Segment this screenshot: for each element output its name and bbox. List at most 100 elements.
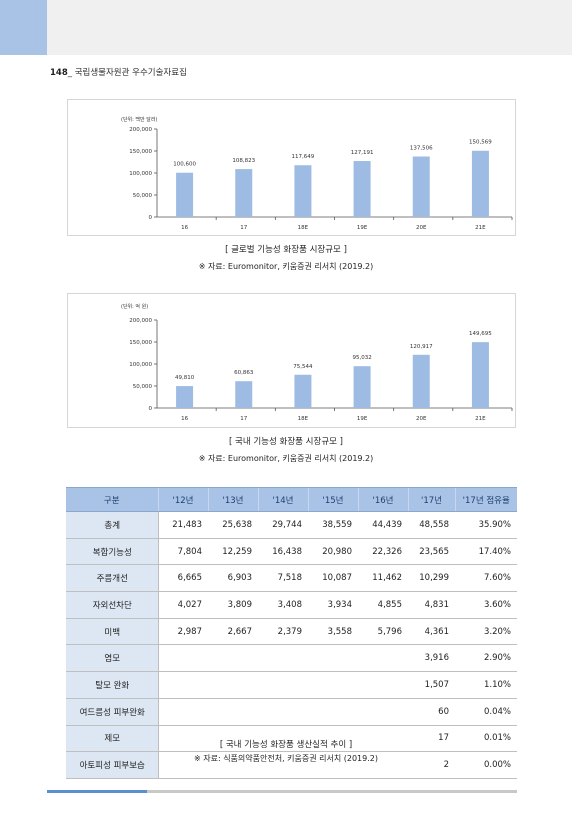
bar: [471, 150, 489, 217]
bar-value-label: 60,863: [234, 370, 254, 376]
table-cell: [308, 725, 358, 753]
x-tick-label: 18E: [298, 225, 309, 231]
table-cell: 3,809: [208, 591, 258, 619]
table-cell: [158, 698, 208, 726]
book-title: _ 국립생물자원관 우수기술자료집: [67, 68, 187, 78]
row-label: 아토피성 피부보습: [66, 751, 159, 779]
x-tick-label: 19E: [357, 225, 368, 231]
global-chart-caption: [ 글로벌 기능성 화장품 시장규모 ]: [225, 245, 347, 255]
footer-accent: [47, 790, 147, 793]
domestic-chart-caption: [ 국내 기능성 화장품 시장규모 ]: [229, 437, 343, 447]
table-cell: [308, 698, 358, 726]
domestic-market-chart: (단위: 억 원) 0 50,000 100,000 150,000 200,000 49…: [67, 293, 516, 428]
table-cell: [208, 671, 258, 699]
bar: [353, 161, 371, 217]
table-cell: [158, 751, 208, 779]
table-cell: [258, 725, 308, 753]
table-cell: 3,558: [308, 618, 358, 646]
y-tick-label: 150,000: [129, 149, 152, 155]
table-cell: 4,855: [358, 591, 408, 619]
global-market-chart-svg: (단위: 백만 달러) 0 50,000 100,000 150,000 200,000…: [121, 116, 513, 231]
table-cell: [258, 671, 308, 699]
x-tick-label: 20E: [416, 416, 427, 422]
chart-unit-label: (단위: 백만 달러): [121, 116, 157, 123]
table-header-cell: '13년: [207, 487, 258, 512]
table-cell: [258, 751, 308, 779]
table-cell: 0.01%: [455, 725, 517, 753]
table-cell: 16,438: [258, 538, 308, 566]
x-tick-label: 17: [240, 416, 247, 422]
table-cell: 3,916: [408, 644, 455, 673]
x-tick-label: 16: [181, 225, 188, 231]
x-tick-label: 18E: [298, 416, 309, 422]
table-cell: 3,934: [308, 591, 358, 619]
bar-value-label: 120,917: [410, 344, 433, 350]
table-cell: [158, 725, 208, 753]
table-cell: 17.40%: [455, 538, 517, 566]
y-tick-label: 150,000: [129, 340, 152, 346]
table-cell: [208, 644, 258, 673]
table-row: 총계 21,483 25,638 29,744 38,559 44,439 48,558 35…: [66, 511, 517, 539]
table-cell: [308, 644, 358, 673]
table-row: 탈모 완화 1,507 1.10%: [66, 671, 517, 699]
y-tick-label: 0: [149, 406, 153, 412]
table-cell: 29,744: [258, 511, 308, 539]
table-cell: 3.20%: [455, 618, 517, 646]
table-row: 여드름성 피부완화 60 0.04%: [66, 698, 517, 726]
table-row: 미백 2,987 2,667 2,379 3,558 5,796 4,361 3.20%: [66, 618, 517, 646]
footer-line: [47, 790, 517, 793]
header-tab: [0, 0, 47, 55]
table-cell: 60: [408, 698, 455, 726]
table-row: 염모 3,916 2.90%: [66, 644, 517, 673]
row-label: 탈모 완화: [66, 671, 159, 699]
table-cell: [208, 698, 258, 726]
bar-value-label: 49,810: [175, 375, 195, 381]
bar: [471, 342, 489, 408]
table-cell: 3,408: [258, 591, 308, 619]
bar: [176, 172, 194, 217]
table-cell: [358, 698, 408, 726]
table-cell: 7,518: [258, 564, 308, 593]
row-label: 자외선차단: [66, 591, 159, 619]
table-header-cell: '14년: [257, 487, 308, 512]
table-cell: [358, 751, 408, 779]
row-label: 여드름성 피부완화: [66, 698, 159, 726]
table-cell: 4,361: [408, 618, 455, 646]
table-header-cell: '16년: [357, 487, 408, 512]
y-tick-label: 200,000: [129, 318, 152, 324]
table-cell: 6,665: [158, 564, 208, 593]
bar: [353, 366, 371, 408]
table-cell: 2,667: [208, 618, 258, 646]
table-cell: 1,507: [408, 671, 455, 699]
table-cell: 4,831: [408, 591, 455, 619]
bar: [176, 386, 194, 408]
bar: [412, 156, 430, 217]
table-header-cell: '17년: [407, 487, 455, 512]
page-header: 148_ 국립생물자원관 우수기술자료집: [50, 66, 187, 78]
bar: [294, 374, 312, 408]
y-tick-label: 0: [149, 215, 153, 221]
table-header-cell: '15년: [307, 487, 358, 512]
bar-value-label: 137,506: [410, 145, 433, 151]
row-label: 복합기능성: [66, 538, 159, 566]
y-tick-label: 100,000: [129, 362, 152, 368]
table-cell: 10,087: [308, 564, 358, 593]
bar-value-label: 100,600: [173, 162, 196, 168]
bar-value-label: 127,191: [351, 150, 374, 156]
table-cell: 10,299: [408, 564, 455, 593]
table-cell: [258, 698, 308, 726]
bar: [294, 165, 312, 217]
table-caption: [ 국내 기능성 화장품 생산실적 추이 ]: [219, 740, 353, 750]
table-header-cell: '12년: [157, 487, 208, 512]
table-row: 자외선차단 4,027 3,809 3,408 3,934 4,855 4,831 3.60%: [66, 591, 517, 619]
x-tick-label: 21E: [475, 416, 486, 422]
domestic-chart-source: ※ 자료: Euromonitor, 키움증권 리서치 (2019.2): [198, 454, 374, 463]
bar-value-label: 149,695: [469, 331, 492, 337]
table-cell: 21,483: [158, 511, 208, 539]
y-tick-label: 200,000: [129, 127, 152, 133]
table-cell: 35.90%: [455, 511, 517, 539]
table-cell: 6,903: [208, 564, 258, 593]
table-cell: 4,027: [158, 591, 208, 619]
y-tick-label: 50,000: [133, 193, 153, 199]
table-cell: 0.00%: [455, 751, 517, 779]
